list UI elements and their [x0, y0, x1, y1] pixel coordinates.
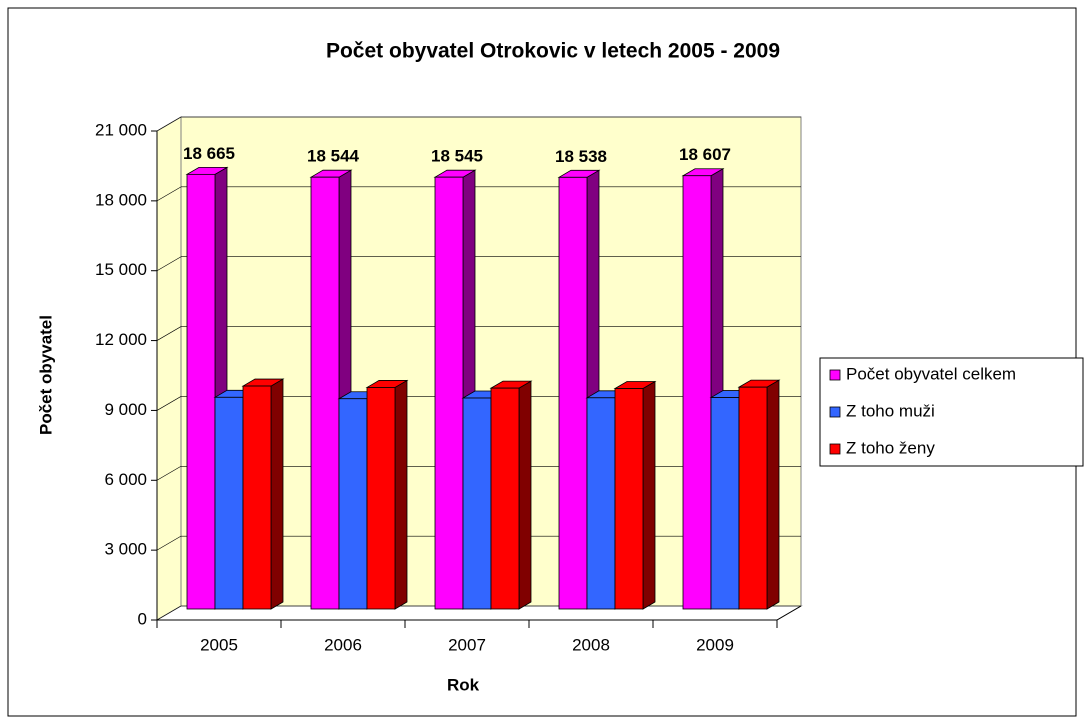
bar	[614, 388, 644, 610]
bar	[214, 396, 244, 610]
x-tick-label: 2009	[696, 635, 734, 654]
bar-side	[518, 380, 532, 610]
data-label: 18 607	[679, 145, 731, 164]
y-tick-label: 0	[138, 609, 147, 628]
grid-line	[156, 326, 182, 341]
bar	[710, 397, 740, 610]
x-tick-label: 2006	[324, 635, 362, 654]
chart-title: Počet obyvatel Otrokovic v letech 2005 -…	[326, 40, 780, 63]
bar-side	[642, 380, 656, 610]
x-axis-depth	[776, 605, 802, 621]
bar-side	[766, 379, 780, 610]
bar	[338, 398, 368, 610]
legend-box	[819, 357, 1084, 467]
legend-swatch	[829, 443, 841, 455]
y-tick-label: 18 000	[95, 190, 147, 209]
data-label: 18 544	[307, 147, 360, 166]
y-tick-label: 3 000	[104, 540, 147, 559]
bar	[242, 385, 272, 610]
x-tick-label: 2005	[200, 635, 238, 654]
y-tick-label: 21 000	[95, 120, 147, 139]
data-label: 18 665	[183, 144, 235, 163]
data-label: 18 538	[555, 147, 607, 166]
bar	[366, 387, 396, 610]
legend-label: Z toho muži	[846, 401, 935, 420]
x-axis-label: Rok	[447, 675, 480, 694]
y-axis-label: Počet obyvatel	[36, 315, 55, 435]
legend-label: Z toho ženy	[846, 438, 935, 457]
bar	[462, 397, 492, 610]
grid-line	[156, 396, 182, 411]
x-tick-label: 2007	[448, 635, 486, 654]
legend-swatch	[829, 406, 841, 418]
grid-line	[156, 116, 182, 132]
bar	[682, 175, 712, 610]
grid-line	[156, 466, 182, 481]
grid-line	[156, 186, 182, 202]
x-tick-label: 2008	[572, 635, 610, 654]
bar-side	[270, 378, 284, 610]
bar	[738, 386, 768, 610]
bar	[558, 176, 588, 610]
bar	[434, 176, 464, 610]
grid-line	[156, 256, 182, 271]
y-tick-label: 9 000	[104, 400, 147, 419]
legend-label: Počet obyvatel celkem	[846, 364, 1016, 383]
y-tick-label: 15 000	[95, 260, 147, 279]
data-label: 18 545	[431, 147, 483, 166]
side-wall	[156, 116, 182, 621]
bar	[186, 173, 216, 610]
grid-line	[156, 605, 182, 621]
legend-swatch	[829, 369, 841, 381]
bar	[586, 397, 616, 610]
bar	[310, 176, 340, 610]
y-tick-label: 6 000	[104, 470, 147, 489]
bar	[490, 387, 520, 610]
bar-side	[394, 379, 408, 610]
grid-line	[156, 535, 182, 551]
y-tick-label: 12 000	[95, 330, 147, 349]
